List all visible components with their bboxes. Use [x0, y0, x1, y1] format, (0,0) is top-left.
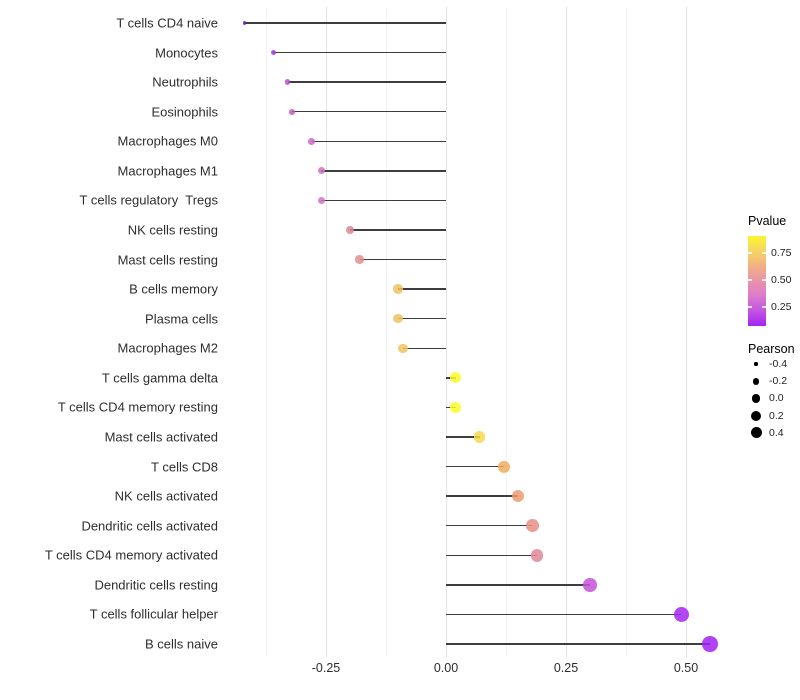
size-legend-dot — [751, 410, 761, 421]
lollipop-dot — [526, 519, 539, 532]
category-label: B cells memory — [129, 281, 218, 297]
size-legend-dot — [751, 394, 761, 403]
lollipop-dot — [702, 636, 718, 652]
lollipop-dot — [583, 578, 597, 592]
category-label: T cells CD8 — [151, 459, 218, 475]
colorbar-tick — [748, 306, 752, 308]
category-label: Plasma cells — [145, 311, 218, 327]
lollipop-dot — [317, 196, 325, 204]
lollipop-dot — [242, 21, 246, 25]
lollipop-stick — [446, 584, 590, 586]
pvalue-legend-title: Pvalue — [748, 214, 787, 228]
size-legend-dot — [754, 362, 758, 366]
size-legend-dot — [750, 427, 762, 439]
gridline-minor — [506, 7, 507, 657]
lollipop-stick — [446, 554, 538, 556]
category-label: T cells CD4 memory resting — [57, 399, 218, 415]
lollipop-stick — [311, 140, 446, 142]
category-label: Eosinophils — [151, 104, 219, 120]
size-legend-label: -0.4 — [769, 357, 788, 370]
category-label: T cells regulatory Tregs — [79, 192, 218, 208]
pvalue-colorbar — [748, 236, 766, 326]
lollipop-stick — [273, 51, 446, 54]
lollipop-dot — [497, 460, 510, 473]
lollipop-stick — [446, 436, 480, 438]
lollipop-dot — [284, 79, 291, 85]
gridline-minor — [266, 7, 267, 657]
x-axis-tick-label: 0.00 — [433, 661, 459, 675]
colorbar-tick-label: 0.50 — [771, 273, 792, 286]
lollipop-stick — [321, 170, 446, 172]
x-axis-tick-label: 0.50 — [673, 661, 699, 675]
lollipop-dot — [317, 167, 325, 175]
category-label: B cells naive — [145, 636, 218, 652]
gridline-major — [446, 7, 447, 657]
size-legend-label: 0.4 — [769, 426, 784, 439]
lollipop-stick — [446, 465, 504, 468]
category-label: Mast cells resting — [117, 252, 218, 268]
lollipop-stick — [359, 258, 446, 261]
lollipop-stick — [446, 495, 518, 497]
category-label: Dendritic cells resting — [94, 577, 218, 593]
category-label: Macrophages M2 — [117, 340, 218, 356]
category-label: NK cells activated — [114, 488, 218, 504]
pearson-legend-title: Pearson — [748, 342, 795, 356]
lollipop-dot — [398, 343, 408, 354]
lollipop-stick — [398, 288, 446, 290]
lollipop-stick — [446, 525, 533, 527]
category-label: Neutrophils — [152, 74, 218, 90]
colorbar-tick-label: 0.75 — [771, 246, 792, 259]
lollipop-dot — [450, 372, 461, 384]
category-label: T cells CD4 naive — [116, 15, 218, 31]
lollipop-dot — [308, 137, 315, 145]
gridline-major — [566, 7, 567, 657]
lollipop-stick — [292, 111, 446, 113]
category-label: Macrophages M0 — [117, 133, 218, 149]
size-legend-dot — [752, 377, 760, 385]
lollipop-dot — [346, 226, 354, 234]
category-label: T cells follicular helper — [89, 606, 218, 622]
category-label: NK cells resting — [127, 222, 218, 238]
lollipop-stick — [287, 81, 446, 83]
gridline-minor — [386, 7, 387, 657]
lollipop-stick — [350, 229, 446, 231]
lollipop-dot — [450, 402, 461, 413]
colorbar-tick — [748, 252, 752, 254]
lollipop-dot — [673, 606, 689, 623]
x-axis-tick-label: 0.25 — [553, 661, 579, 675]
gridline-minor — [626, 7, 627, 657]
category-label: T cells gamma delta — [101, 370, 218, 386]
lollipop-dot — [393, 314, 403, 324]
colorbar-tick — [762, 252, 766, 254]
lollipop-dot — [473, 431, 486, 443]
colorbar-tick — [762, 306, 766, 308]
lollipop-stick — [321, 199, 446, 202]
lollipop-dot — [393, 284, 403, 294]
x-axis-tick-label: -0.25 — [311, 661, 341, 675]
lollipop-dot — [511, 490, 525, 503]
category-label: Macrophages M1 — [117, 163, 218, 179]
lollipop-stick — [446, 643, 710, 645]
size-legend-label: 0.0 — [769, 392, 784, 405]
gridline-major — [686, 7, 687, 657]
size-legend-label: -0.2 — [769, 374, 788, 387]
lollipop-stick — [244, 22, 446, 24]
category-label: Mast cells activated — [104, 429, 218, 445]
category-label: Monocytes — [155, 45, 218, 61]
category-label: T cells CD4 memory activated — [44, 547, 218, 563]
lollipop-dot — [530, 548, 544, 562]
lollipop-dot — [270, 50, 276, 56]
colorbar-tick-label: 0.25 — [771, 300, 792, 313]
lollipop-dot — [289, 108, 296, 115]
lollipop-stick — [398, 318, 446, 320]
lollipop-stick — [402, 347, 446, 349]
gridline-major — [326, 7, 327, 657]
category-label: Dendritic cells activated — [81, 518, 218, 534]
colorbar-tick — [748, 279, 752, 281]
colorbar-tick — [762, 279, 766, 281]
lollipop-dot — [355, 255, 364, 264]
size-legend-label: 0.2 — [769, 409, 784, 422]
lollipop-stick — [446, 613, 682, 616]
